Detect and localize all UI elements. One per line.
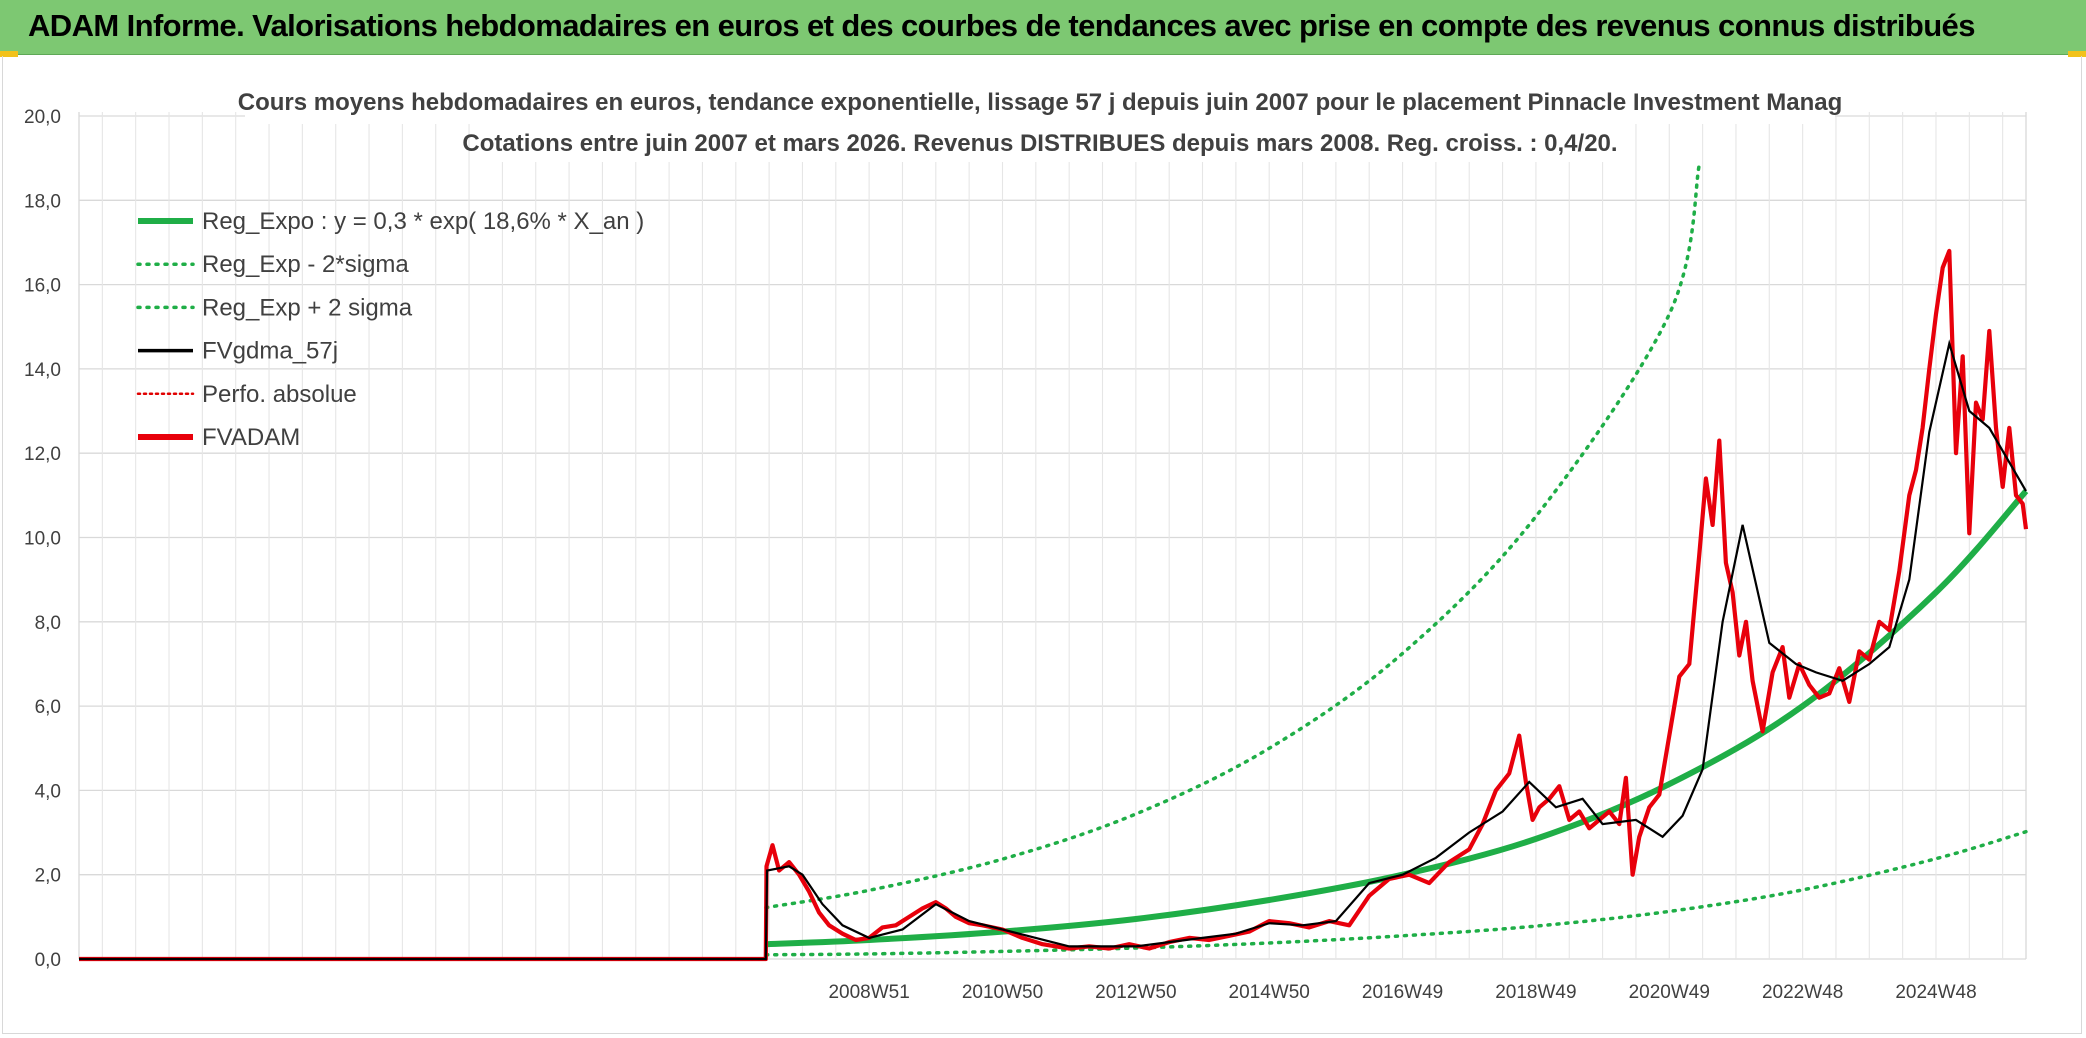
- series-fvadam: [79, 248, 2029, 962]
- x-tick-label: 2016W49: [1362, 982, 1443, 1003]
- legend-label: Reg_Exp - 2*sigma: [202, 251, 409, 278]
- corner-mark-left: [0, 51, 18, 57]
- legend-label: Reg_Expo : y = 0,3 * exp( 18,6% * X_an ): [202, 208, 644, 235]
- legend-label: Perfo. absolue: [202, 381, 357, 408]
- chart-titles: Cours moyens hebdomadaires en euros, ten…: [238, 82, 1843, 162]
- y-tick-label: 2,0: [35, 866, 61, 887]
- y-tick-label: 18,0: [24, 191, 61, 212]
- x-tick-label: 2008W51: [828, 982, 909, 1003]
- x-tick-label: 2018W49: [1495, 982, 1576, 1003]
- chart-series: [79, 162, 2029, 962]
- legend-label: FVgdma_57j: [202, 338, 338, 365]
- y-tick-label: 8,0: [35, 613, 61, 634]
- series-reg-exp-plus-2sigma: [764, 162, 1702, 910]
- chart-title-line1: Cours moyens hebdomadaires en euros, ten…: [238, 89, 1843, 116]
- y-tick-label: 16,0: [24, 276, 61, 297]
- x-axis-ticks: 2008W51 2010W50 2012W50 2014W50 2016W49 2018W…: [828, 982, 1976, 1003]
- y-tick-label: 12,0: [24, 444, 61, 465]
- x-tick-label: 2020W49: [1629, 982, 1710, 1003]
- chart-legend: Reg_Expo : y = 0,3 * exp( 18,6% * X_an )…: [136, 208, 644, 451]
- y-tick-label: 0,0: [35, 950, 61, 971]
- x-tick-label: 2024W48: [1895, 982, 1976, 1003]
- y-tick-label: 20,0: [24, 107, 61, 128]
- y-axis-ticks: 0,0 2,0 4,0 6,0 8,0 10,0 12,0 14,0 16,0 18,0 20,0: [24, 107, 61, 971]
- header-banner: ADAM Informe. Valorisations hebdomadaire…: [0, 0, 2086, 57]
- y-tick-label: 14,0: [24, 360, 61, 381]
- y-tick-label: 10,0: [24, 529, 61, 550]
- corner-mark-right: [2068, 51, 2086, 57]
- y-tick-label: 4,0: [35, 781, 61, 802]
- x-tick-label: 2014W50: [1229, 982, 1310, 1003]
- x-tick-label: 2010W50: [962, 982, 1043, 1003]
- series-reg-exp-minus-2sigma: [764, 829, 2028, 957]
- chart-frame: [2, 56, 2082, 1034]
- subtitle-background: [470, 124, 1610, 162]
- legend-label: Reg_Exp + 2 sigma: [202, 294, 413, 321]
- y-tick-label: 6,0: [35, 697, 61, 718]
- chart-title-line2: Cotations entre juin 2007 et mars 2026. …: [462, 130, 1617, 157]
- x-tick-label: 2022W48: [1762, 982, 1843, 1003]
- x-tick-label: 2012W50: [1095, 982, 1176, 1003]
- series-fvgdma-57j: [79, 339, 2027, 961]
- chart-grid: [78, 112, 2027, 960]
- title-background: [245, 82, 1835, 124]
- legend-label: FVADAM: [202, 424, 300, 451]
- series-reg-expo: [765, 489, 2029, 948]
- header-title: ADAM Informe. Valorisations hebdomadaire…: [28, 8, 1975, 43]
